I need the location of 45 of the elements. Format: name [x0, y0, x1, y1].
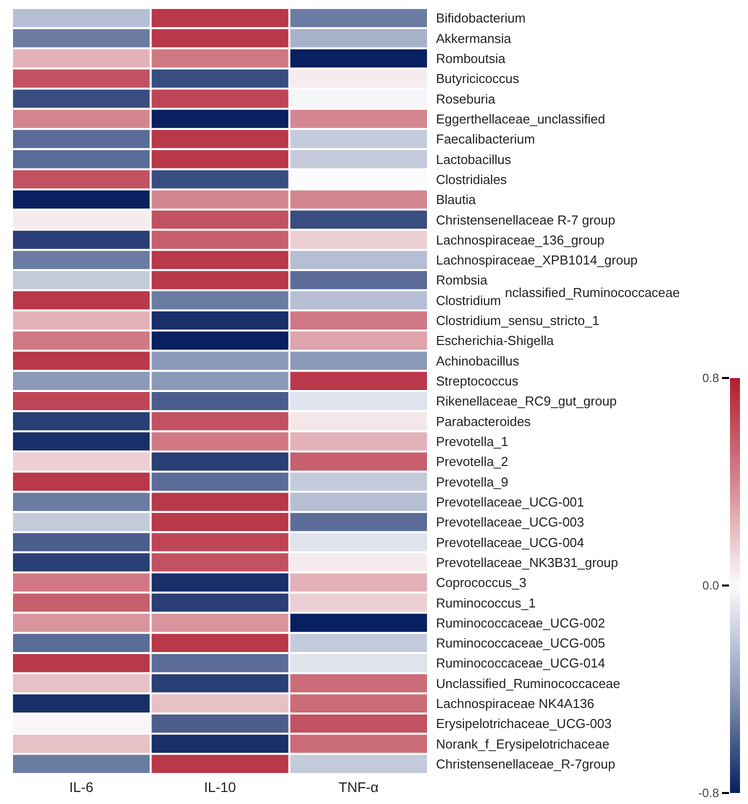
y-tick-label: Prevotellaceae_UCG-001 — [436, 494, 584, 510]
y-tick-label: Erysipelotrichaceae_UCG-003 — [436, 716, 612, 732]
y-tick-label: Rikenellaceae_RC9_gut_group — [436, 394, 617, 409]
y-tick-label: Coprococcus_3 — [436, 575, 526, 590]
y-tick-label: Lachnospiraceae NK4A136 — [436, 696, 594, 712]
y-tick-label: Faecalibacterium — [436, 132, 535, 147]
y-tick-label: Ruminococcaceae_UCG-002 — [436, 615, 606, 630]
color-bar-label: -0.8 — [698, 786, 720, 800]
y-tick-label: Lachnospiraceae_XPB1014_group — [436, 252, 638, 268]
y-tick-label: Bifidobacterium — [436, 10, 526, 26]
y-tick-label: Blautia — [436, 192, 477, 208]
y-tick-label: Roseburia — [436, 91, 496, 106]
color-bar-label: 0.8 — [702, 371, 720, 385]
y-tick-label: Lactobacillus — [436, 152, 512, 167]
y-tick-label: Christensenellaceae R-7 group — [436, 212, 616, 228]
y-tick-label: Clostridium_sensu_stricto_1 — [436, 313, 600, 328]
y-tick-label: Akkermansia — [436, 30, 512, 46]
y-tick-label: Ruminococcus_1 — [436, 595, 536, 610]
x-tick-label: IL-6 — [69, 778, 94, 795]
y-tick-label: Unclassified_Ruminococcaceae — [436, 676, 620, 691]
y-tick-label: Prevotella_2 — [436, 454, 508, 470]
y-tick-label: Norank_f_Erysipelotrichaceae — [436, 736, 610, 752]
y-tick-label: Prevotellaceae_UCG-004 — [436, 534, 584, 550]
y-tick-label: Rombsia — [436, 272, 488, 288]
color-bar-label: 0.0 — [702, 578, 720, 592]
y-tick-label: Clostridium — [436, 292, 502, 308]
y-tick-label: Parabacteroides — [436, 414, 532, 429]
y-tick-label: Eggerthellaceae_unclassified — [436, 111, 606, 126]
text: nclassified_Ruminococcaceae — [505, 285, 680, 300]
y-tick-label: Ruminococcaceae_UCG-014 — [436, 656, 606, 671]
y-tick-label: Prevotella_9 — [436, 474, 508, 490]
y-tick-label: Romboutsia — [436, 51, 506, 66]
y-tick-label: Prevotellaceae_NK3B31_group — [436, 554, 618, 570]
y-tick-label: Butyricicoccus — [436, 71, 520, 86]
y-tick-label: Prevotella_1 — [436, 434, 508, 450]
y-tick-label: Achinobacillus — [436, 353, 520, 368]
y-tick-label: Streptococcus — [436, 374, 519, 389]
y-tick-label: Christensenellaceae_R-7group — [436, 756, 616, 772]
y-tick-label: Ruminococcaceae_UCG-005 — [436, 636, 606, 651]
y-tick-label: Prevotellaceae_UCG-003 — [436, 514, 584, 530]
y-tick-label: Clostridiales — [436, 172, 508, 187]
x-tick-label: TNF-α — [338, 778, 379, 795]
x-tick-label: IL-10 — [204, 778, 236, 795]
y-tick-label: Lachnospiraceae_136_group — [436, 232, 604, 248]
y-tick-label: Escherichia-Shigella — [436, 333, 555, 348]
